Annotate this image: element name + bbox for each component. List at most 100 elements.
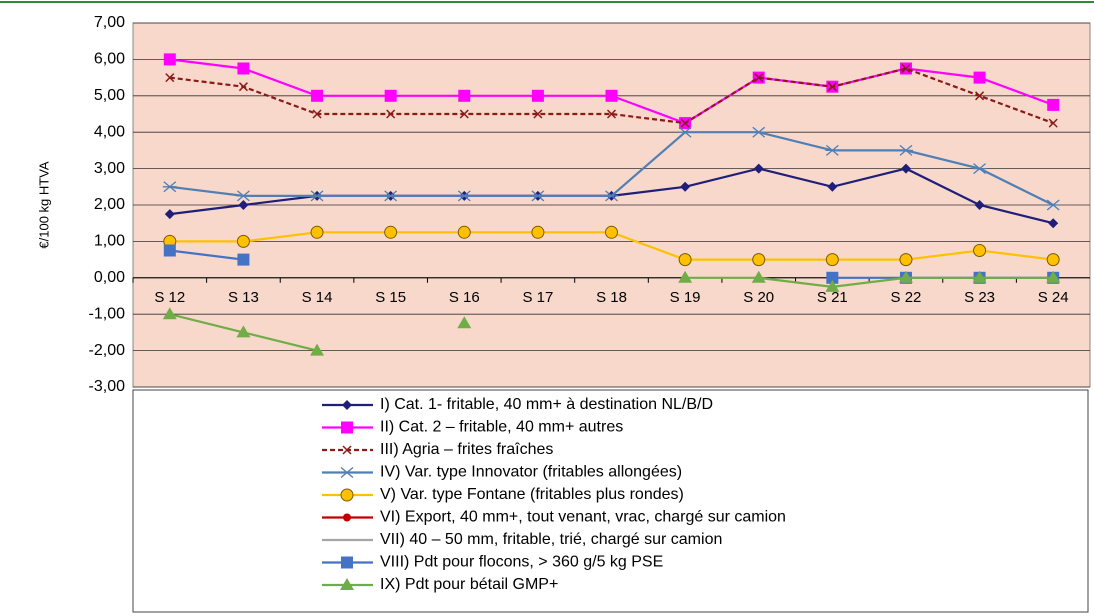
legend-marker (340, 488, 354, 502)
x-tick-label: S 16 (449, 289, 480, 306)
x-tick-label: S 14 (302, 289, 333, 306)
data-point (898, 144, 913, 156)
data-point (162, 181, 177, 193)
legend-marker (340, 467, 354, 478)
data-point (311, 89, 324, 102)
data-point (163, 53, 176, 66)
y-tick-label: 6,00 (94, 51, 125, 68)
legend-label: IX) Pdt pour bétail GMP+ (380, 576, 558, 593)
data-point (533, 109, 543, 119)
data-point (825, 144, 840, 156)
data-point (164, 209, 175, 220)
data-point (1046, 253, 1060, 267)
data-point (238, 200, 249, 210)
data-point (898, 270, 913, 283)
y-tick-label: 2,00 (94, 196, 125, 213)
legend-label: II) Cat. 2 – fritable, 40 mm+ autres (380, 419, 623, 436)
x-tick-label: S 21 (817, 289, 848, 306)
data-point (751, 270, 766, 283)
data-point (825, 279, 840, 292)
legend-marker (340, 578, 354, 590)
data-point (531, 89, 544, 102)
data-point (312, 109, 322, 119)
legend-label: III) Agria – frites fraîches (380, 441, 553, 458)
x-tick-label: S 17 (522, 289, 553, 306)
y-tick-label: -3,00 (89, 378, 126, 395)
data-point (973, 71, 986, 84)
data-point (531, 225, 545, 239)
data-point (825, 253, 839, 267)
legend-label: I) Cat. 1- fritable, 40 mm+ à destinatio… (380, 396, 713, 413)
data-point (457, 190, 472, 202)
data-point (236, 190, 251, 202)
data-point (974, 200, 985, 210)
data-point (383, 190, 398, 202)
data-point (386, 109, 396, 119)
data-point (751, 126, 766, 138)
data-point (753, 163, 764, 174)
data-point (605, 89, 618, 102)
data-point (1046, 270, 1061, 283)
x-tick-label: S 15 (375, 289, 406, 306)
legend-label: VII) 40 – 50 mm, fritable, trié, chargé … (380, 531, 722, 548)
data-point (530, 190, 545, 202)
x-tick-label: S 23 (964, 289, 995, 306)
data-point (827, 181, 838, 192)
data-point (605, 225, 618, 239)
legend-marker (343, 513, 351, 522)
data-point (899, 253, 913, 267)
y-tick-label: 7,00 (94, 14, 125, 31)
x-tick-label: S 20 (743, 289, 774, 306)
data-point (754, 73, 764, 83)
data-point (900, 163, 911, 174)
data-point (1048, 118, 1058, 128)
data-point (827, 82, 837, 92)
data-point (826, 271, 839, 284)
data-point (384, 225, 398, 239)
x-tick-label: S 12 (154, 289, 185, 306)
x-tick-label: S 19 (670, 289, 701, 306)
data-point (459, 109, 469, 119)
data-point (163, 244, 176, 257)
legend-box (132, 389, 1089, 613)
x-tick-label: S 22 (891, 289, 922, 306)
data-point (384, 89, 397, 102)
legend-marker (342, 445, 352, 455)
y-tick-label: 1,00 (94, 233, 125, 250)
data-point (237, 62, 250, 75)
x-tick-label: S 24 (1038, 289, 1069, 306)
data-point (680, 181, 691, 192)
y-axis-label: €/100 kg HTVA (36, 161, 51, 249)
data-point (972, 163, 987, 175)
data-point (678, 253, 692, 267)
data-point (972, 270, 987, 283)
data-point (458, 89, 471, 102)
y-tick-label: 4,00 (94, 123, 125, 140)
y-tick-label: -1,00 (89, 305, 126, 322)
data-point (680, 118, 690, 128)
data-point (236, 234, 250, 248)
data-point (310, 343, 325, 356)
data-point (1046, 199, 1061, 211)
legend-marker (341, 421, 353, 434)
x-tick-label: S 13 (228, 289, 259, 306)
data-point (975, 91, 985, 101)
legend-label: VIII) Pdt pour flocons, > 360 g/5 kg PSE (380, 554, 663, 571)
legend-label: V) Var. type Fontane (fritables plus ron… (380, 486, 684, 503)
data-point (238, 82, 248, 92)
legend-marker (341, 556, 353, 569)
legend-marker (342, 400, 352, 410)
legend-label: IV) Var. type Innovator (fritables allon… (380, 464, 682, 481)
data-point (237, 253, 250, 266)
data-point (236, 325, 251, 338)
y-tick-label: -2,00 (89, 342, 126, 359)
data-point (604, 190, 619, 202)
data-point (310, 190, 325, 202)
x-tick-label: S 18 (596, 289, 627, 306)
data-point (310, 225, 324, 239)
data-point (678, 270, 693, 283)
data-point (901, 63, 911, 74)
data-point (1047, 98, 1060, 111)
data-point (457, 225, 471, 239)
